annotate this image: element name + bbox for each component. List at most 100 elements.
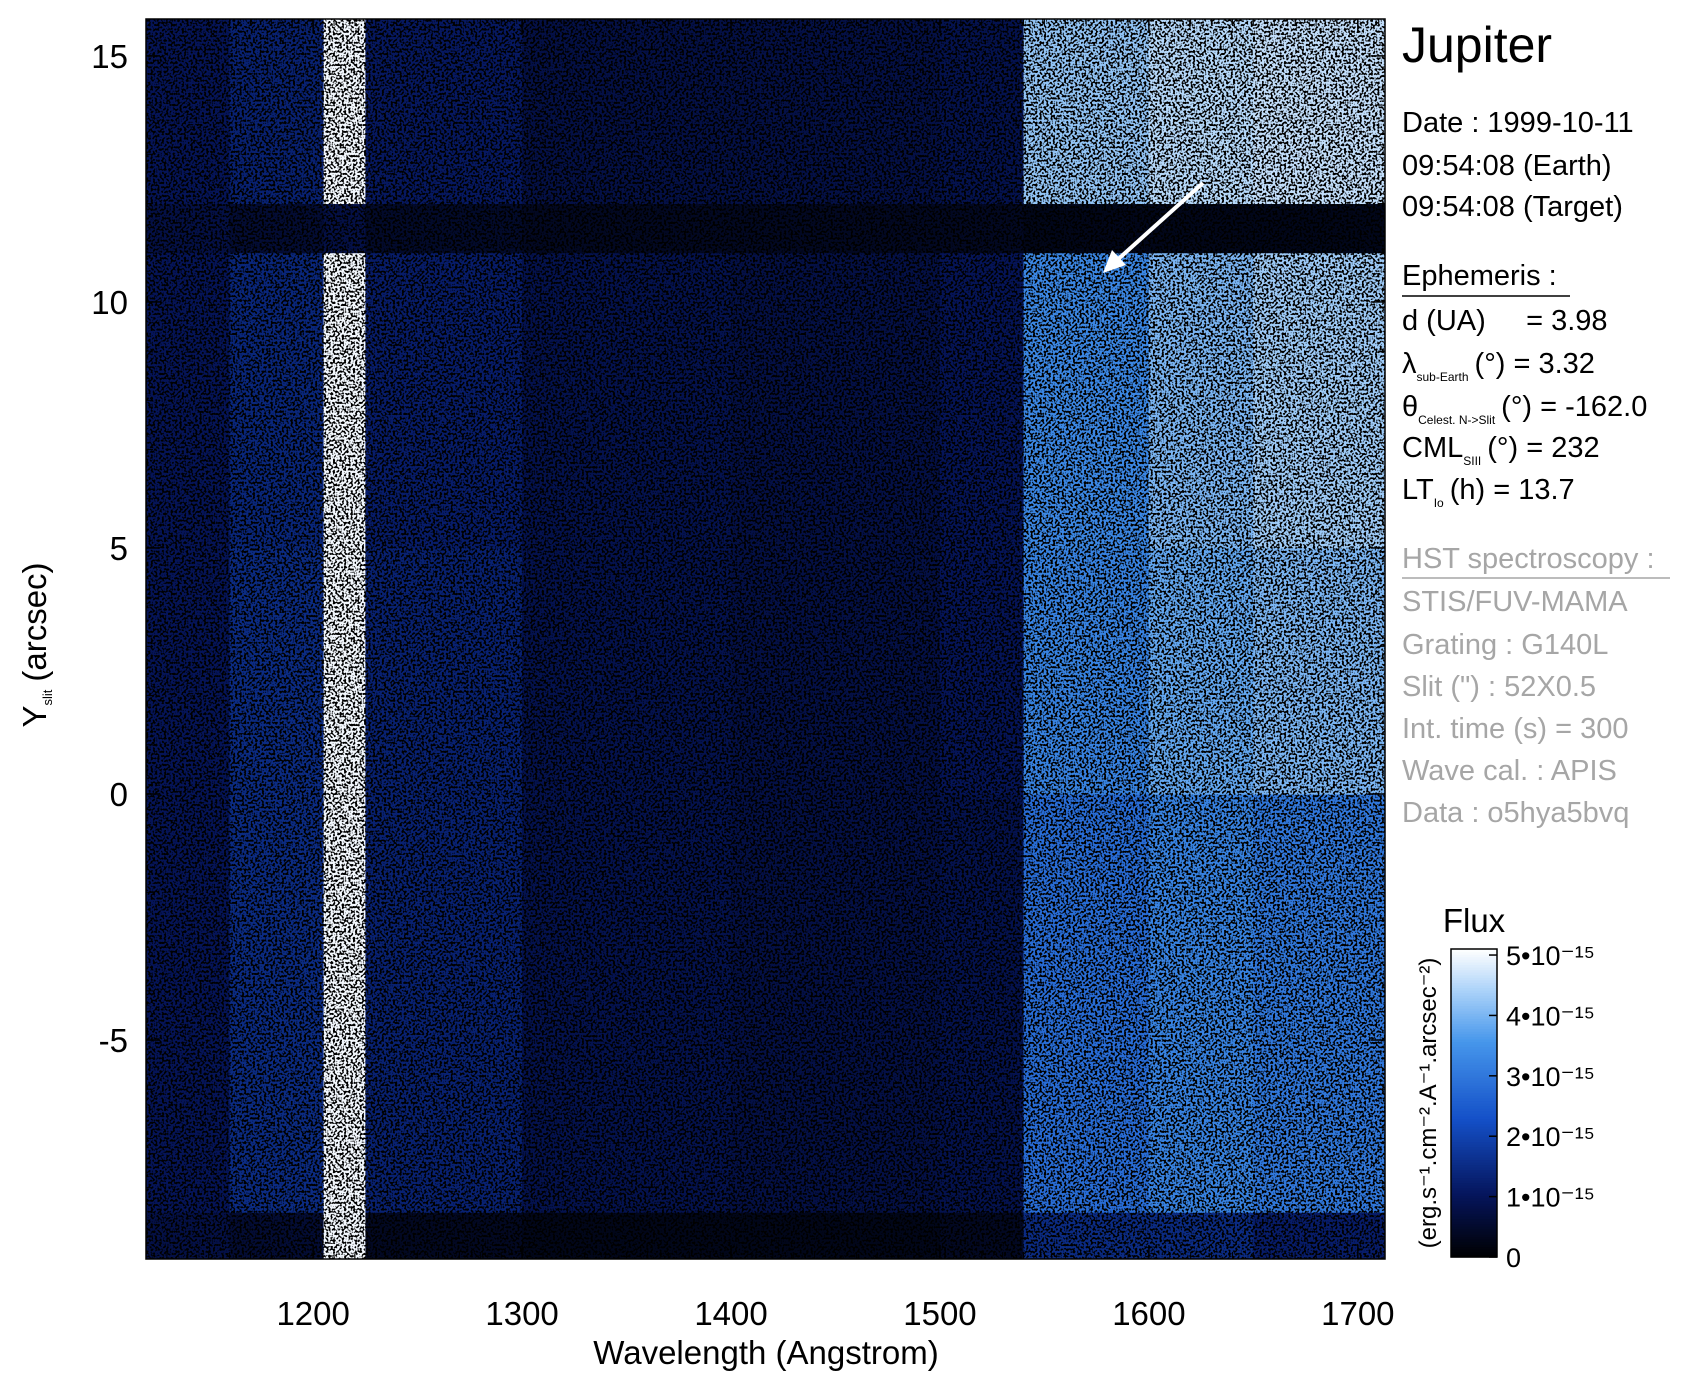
- colorbar-swatch: [1451, 1200, 1497, 1204]
- colorbar-swatch: [1451, 1067, 1497, 1071]
- colorbar-swatch: [1451, 1223, 1497, 1227]
- y-tick-label: 10: [91, 284, 128, 321]
- x-tick-label: 1200: [276, 1295, 349, 1332]
- value-text: (°) = 3.32: [1475, 348, 1595, 380]
- colorbar-swatch: [1451, 1251, 1497, 1256]
- colorbar-swatch: [1451, 1187, 1497, 1191]
- colorbar-swatch: [1451, 1233, 1497, 1238]
- colorbar-swatch: [1451, 992, 1497, 996]
- colorbar-swatch: [1451, 997, 1497, 1001]
- symbol: λ: [1402, 348, 1417, 380]
- colorbar-swatch: [1451, 1046, 1497, 1050]
- colorbar-swatch: [1451, 1092, 1497, 1096]
- colorbar-swatch: [1451, 1192, 1497, 1196]
- colorbar-swatch: [1451, 951, 1497, 955]
- colorbar-swatch: [1451, 1036, 1497, 1040]
- colorbar-swatch: [1451, 961, 1497, 965]
- observation-heading: HST spectroscopy :: [1402, 543, 1655, 575]
- colorbar-swatch: [1451, 982, 1497, 986]
- value-text: (°) = -162.0: [1501, 391, 1647, 423]
- y-axis-label: Yslit (arcsec): [16, 562, 55, 727]
- colorbar-swatch: [1451, 1085, 1497, 1089]
- colorbar-swatch: [1451, 1077, 1497, 1081]
- colorbar-swatch: [1451, 1182, 1497, 1186]
- colorbar-swatch: [1451, 1103, 1497, 1107]
- colorbar-swatch: [1451, 1244, 1497, 1248]
- colorbar-swatch: [1451, 1172, 1497, 1176]
- colorbar-swatch: [1451, 1026, 1497, 1030]
- axes: 1200 1300 1400 1500 1600 1700 15 10 5 0 -5: [91, 19, 1395, 1332]
- colorbar-swatch: [1451, 1018, 1497, 1022]
- colorbar-swatch: [1451, 1180, 1497, 1184]
- y-tick-label: 0: [110, 776, 128, 813]
- colorbar-swatch: [1451, 1038, 1497, 1042]
- colorbar-swatch: [1451, 987, 1497, 991]
- colorbar-swatch: [1451, 1051, 1497, 1055]
- colorbar-swatch: [1451, 1149, 1497, 1153]
- observation-instrument: STIS/FUV-MAMA: [1402, 586, 1628, 618]
- colorbar-swatch: [1451, 1028, 1497, 1032]
- x-tick-label: 1700: [1321, 1295, 1394, 1332]
- colorbar-swatch: [1451, 1015, 1497, 1019]
- subscript: Celest. N->Slit: [1418, 413, 1496, 427]
- colorbar-swatch: [1451, 1020, 1497, 1025]
- colorbar-swatch: [1451, 1108, 1497, 1112]
- symbol: LT: [1402, 474, 1434, 506]
- colorbar-swatch: [1451, 1131, 1497, 1135]
- colorbar-swatch: [1451, 959, 1497, 963]
- colorbar-swatch: [1451, 1231, 1497, 1235]
- colorbar-swatch: [1451, 1023, 1497, 1027]
- colorbar-swatch: [1451, 1177, 1497, 1181]
- observation-slit: Slit (") : 52X0.5: [1402, 671, 1596, 703]
- colorbar-swatch: [1451, 1110, 1497, 1114]
- colorbar-swatch: [1451, 1128, 1497, 1132]
- x-axis-label: Wavelength (Angstrom): [593, 1334, 938, 1371]
- x-tick-label: 1400: [694, 1295, 767, 1332]
- colorbar-swatch: [1451, 1249, 1497, 1253]
- observation-int-time: Int. time (s) = 300: [1402, 713, 1628, 745]
- colorbar-swatch: [1451, 1005, 1497, 1009]
- colorbar-swatch: [1451, 1226, 1497, 1230]
- colorbar-swatch: [1451, 964, 1497, 968]
- colorbar-swatch: [1451, 1118, 1497, 1122]
- colorbar-swatch: [1451, 949, 1497, 953]
- y-label-unit: (arcsec): [16, 562, 53, 681]
- y-tick-label: -5: [99, 1022, 128, 1059]
- observation-wave-cal: Wave cal. : APIS: [1402, 755, 1617, 787]
- colorbar-swatch: [1451, 1123, 1497, 1127]
- colorbar-swatch: [1451, 1215, 1497, 1220]
- subscript: Io: [1434, 496, 1444, 510]
- colorbar-swatch: [1451, 1146, 1497, 1150]
- colorbar-swatch: [1451, 1167, 1497, 1171]
- colorbar-swatch: [1451, 1141, 1497, 1145]
- colorbar-swatch: [1451, 1151, 1497, 1155]
- colorbar-swatch: [1451, 1002, 1497, 1007]
- colorbar-swatch: [1451, 984, 1497, 989]
- colorbar-swatch: [1451, 1054, 1497, 1058]
- x-tick-label: 1600: [1112, 1295, 1185, 1332]
- colorbar-swatch: [1451, 977, 1497, 981]
- colorbar-swatch: [1451, 1013, 1497, 1017]
- colorbar-swatch: [1451, 1095, 1497, 1099]
- colorbar-swatch: [1451, 1254, 1497, 1258]
- value-text: (°) = 232: [1487, 432, 1599, 464]
- colorbar-swatch: [1451, 1008, 1497, 1012]
- colorbar-swatch: [1451, 1105, 1497, 1109]
- colorbar-swatch: [1451, 1174, 1497, 1179]
- colorbar-swatch: [1451, 1208, 1497, 1212]
- info-time-target: 09:54:08 (Target): [1402, 191, 1623, 223]
- colorbar-swatch: [1451, 956, 1497, 960]
- colorbar-swatch: [1451, 1169, 1497, 1173]
- colorbar-swatch: [1451, 1144, 1497, 1148]
- colorbar-swatch: [1451, 1031, 1497, 1035]
- colorbar-swatch: [1451, 1164, 1497, 1168]
- colorbar-swatch: [1451, 1115, 1497, 1119]
- colorbar-swatch: [1451, 1246, 1497, 1250]
- colorbar-swatch: [1451, 1126, 1497, 1130]
- y-label-sub: slit: [40, 689, 55, 705]
- colorbar-swatch: [1451, 974, 1497, 978]
- colorbar-title: Flux: [1443, 902, 1506, 939]
- ephemeris-lambda: λsub-Earth (°) = 3.32: [1402, 348, 1595, 384]
- value-text: (h) = 13.7: [1450, 474, 1575, 506]
- y-label-main: Y: [16, 706, 53, 728]
